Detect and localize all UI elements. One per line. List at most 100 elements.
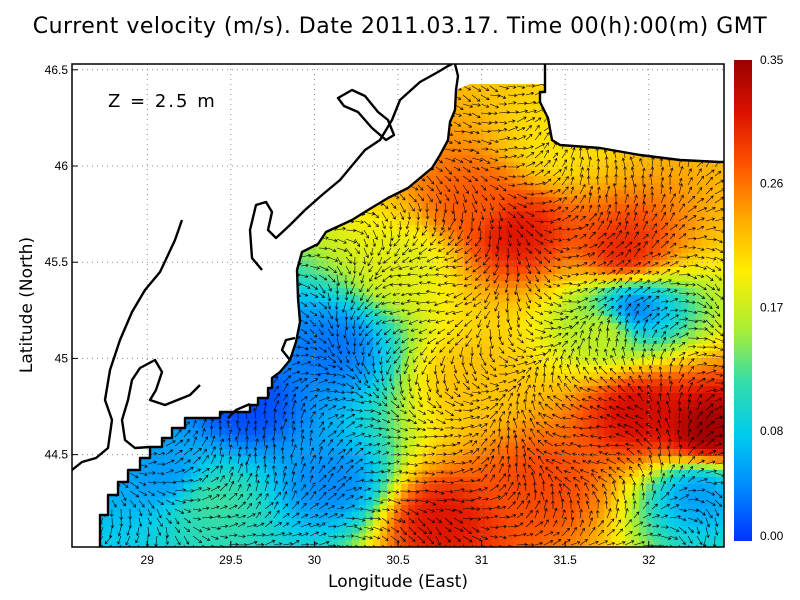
heatmap-cell (527, 84, 535, 86)
heatmap-cell (422, 218, 430, 226)
heatmap-cell (639, 386, 647, 394)
heatmap-cell (324, 351, 332, 359)
heatmap-cell (583, 351, 591, 359)
heatmap-cell (443, 386, 451, 394)
heatmap-cell (562, 323, 570, 331)
heatmap-cell (625, 344, 633, 352)
heatmap-cell (639, 309, 647, 317)
heatmap-cell (422, 288, 430, 296)
heatmap-cell (436, 267, 444, 275)
heatmap-cell (436, 162, 444, 170)
heatmap-cell (632, 372, 640, 380)
heatmap-cell (695, 204, 703, 212)
heatmap-cell (534, 295, 542, 303)
heatmap-cell (527, 225, 535, 233)
heatmap-cell (611, 218, 619, 226)
heatmap-cell (485, 386, 493, 394)
heatmap-cell (548, 225, 556, 233)
heatmap-cell (478, 253, 486, 261)
heatmap-cell (548, 372, 556, 380)
heatmap-cell (296, 393, 304, 401)
heatmap-cell (597, 225, 605, 233)
heatmap-cell (485, 260, 493, 268)
heatmap-cell (443, 323, 451, 331)
heatmap-cell (667, 358, 675, 366)
heatmap-cell (478, 183, 486, 191)
heatmap-cell (555, 239, 563, 247)
heatmap-cell (478, 239, 486, 247)
heatmap-cell (541, 120, 549, 128)
heatmap-cell (457, 302, 465, 310)
heatmap-cell (464, 141, 472, 149)
heatmap-cell (583, 365, 591, 373)
heatmap-cell (681, 421, 689, 429)
heatmap-cell (436, 344, 444, 352)
heatmap-cell (338, 407, 346, 415)
heatmap-cell (331, 281, 339, 289)
heatmap-cell (506, 246, 514, 254)
heatmap-cell (401, 246, 409, 254)
heatmap-cell (429, 358, 437, 366)
heatmap-cell (576, 176, 584, 184)
heatmap-cell (282, 421, 290, 429)
heatmap-cell (429, 246, 437, 254)
heatmap-cell (618, 358, 626, 366)
heatmap-cell (408, 281, 416, 289)
heatmap-cell (436, 218, 444, 226)
heatmap-cell (597, 309, 605, 317)
heatmap-cell (646, 211, 654, 219)
heatmap-cell (492, 330, 500, 338)
heatmap-cell (618, 379, 626, 387)
heatmap-cell (513, 302, 521, 310)
heatmap-cell (604, 176, 612, 184)
heatmap-cell (716, 330, 724, 338)
heatmap-cell (429, 302, 437, 310)
heatmap-cell (429, 414, 437, 422)
heatmap-cell (541, 232, 549, 240)
heatmap-cell (380, 274, 388, 282)
heatmap-cell (506, 386, 514, 394)
heatmap-cell (408, 288, 416, 296)
heatmap-cell (471, 358, 479, 366)
heatmap-cell (422, 379, 430, 387)
heatmap-cell (422, 267, 430, 275)
heatmap-cell (457, 232, 465, 240)
heatmap-cell (499, 337, 507, 345)
heatmap-cell (513, 141, 521, 149)
heatmap-cell (457, 176, 465, 184)
heatmap-cell (667, 414, 675, 422)
heatmap-cell (457, 155, 465, 163)
heatmap-cell (380, 232, 388, 240)
heatmap-cell (415, 295, 423, 303)
heatmap-cell (471, 309, 479, 317)
heatmap-cell (534, 85, 542, 93)
heatmap-cell (541, 393, 549, 401)
heatmap-cell (611, 386, 619, 394)
heatmap-cell (555, 176, 563, 184)
heatmap-cell (513, 211, 521, 219)
heatmap-cell (590, 267, 598, 275)
heatmap-cell (464, 176, 472, 184)
heatmap-cell (562, 400, 570, 408)
heatmap-cell (590, 309, 598, 317)
heatmap-cell (429, 176, 437, 184)
heatmap-cell (527, 274, 535, 282)
heatmap-cell (716, 358, 724, 366)
heatmap-cell (436, 204, 444, 212)
heatmap-cell (555, 358, 563, 366)
heatmap-cell (709, 253, 717, 261)
heatmap-cell (597, 428, 605, 436)
heatmap-cell (408, 344, 416, 352)
heatmap-cell (366, 358, 374, 366)
heatmap-cell (345, 344, 353, 352)
heatmap-cell (534, 134, 542, 142)
heatmap-cell (576, 316, 584, 324)
heatmap-cell (443, 211, 451, 219)
heatmap-cell (506, 155, 514, 163)
heatmap-cell (240, 414, 248, 422)
heatmap-cell (625, 351, 633, 359)
heatmap-cell (583, 190, 591, 198)
heatmap-cell (401, 253, 409, 261)
heatmap-cell (576, 169, 584, 177)
heatmap-cell (639, 281, 647, 289)
